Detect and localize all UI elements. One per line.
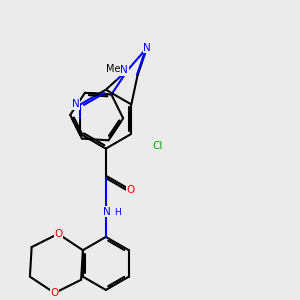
Text: Me: Me: [106, 64, 121, 74]
Text: N: N: [103, 207, 111, 217]
Text: O: O: [127, 185, 135, 195]
Text: N: N: [72, 99, 80, 110]
Text: N: N: [143, 43, 151, 53]
Text: N: N: [120, 65, 128, 75]
Text: H: H: [114, 208, 121, 217]
Text: Cl: Cl: [152, 141, 163, 152]
Text: O: O: [50, 288, 59, 298]
Text: O: O: [54, 229, 62, 239]
